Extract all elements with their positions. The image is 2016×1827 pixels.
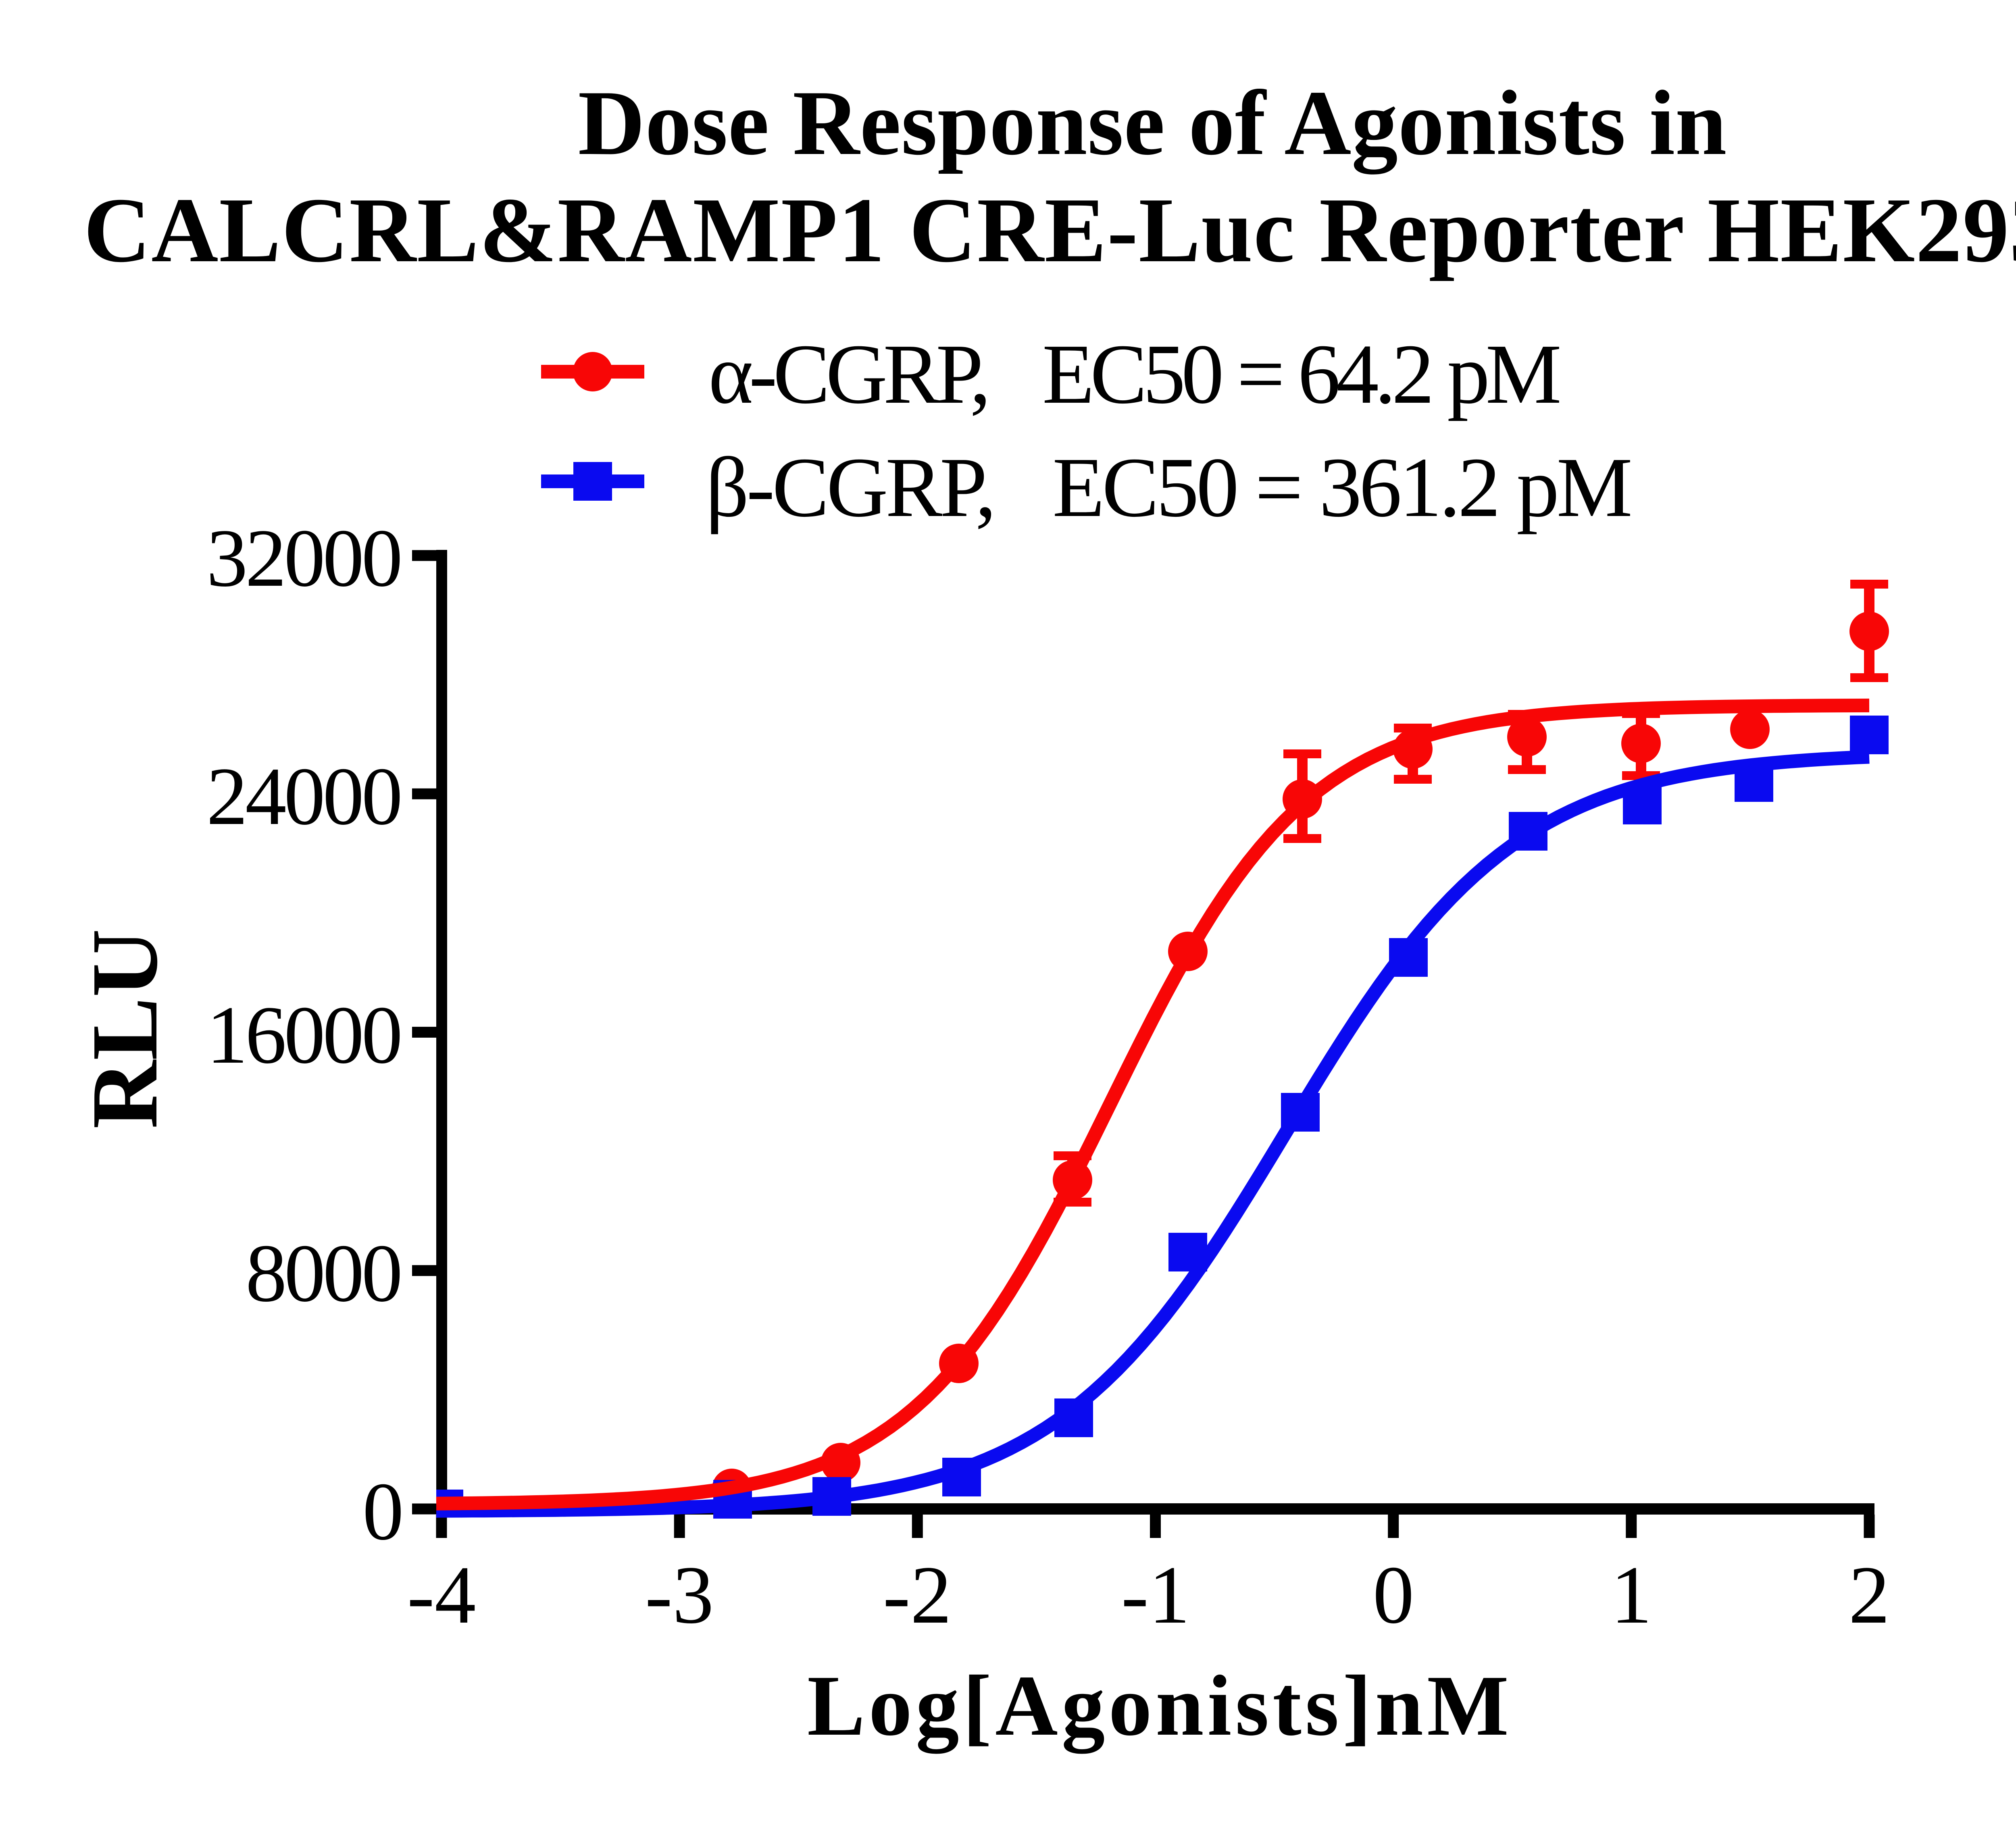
svg-text:-3: -3 — [645, 1549, 714, 1641]
svg-text:16000: 16000 — [206, 989, 403, 1081]
svg-text:-4: -4 — [407, 1549, 476, 1641]
svg-text:RLU: RLU — [72, 929, 177, 1129]
svg-text:8000: 8000 — [246, 1228, 403, 1319]
svg-text:-1: -1 — [1121, 1549, 1190, 1641]
svg-text:CALCRL&RAMP1 CRE-Luc Reporter: CALCRL&RAMP1 CRE-Luc Reporter HEK293(C1) — [84, 179, 2016, 281]
svg-text:0: 0 — [362, 1466, 404, 1557]
svg-text:2: 2 — [1849, 1549, 1890, 1641]
svg-text:Log[Agonists]nM: Log[Agonists]nM — [807, 1657, 1509, 1754]
svg-text:-2: -2 — [883, 1549, 952, 1641]
svg-text:0: 0 — [1373, 1549, 1414, 1641]
svg-text:Dose Response of Agonists in: Dose Response of Agonists in — [578, 71, 1727, 175]
svg-text:24000: 24000 — [206, 751, 403, 842]
svg-text:32000: 32000 — [206, 512, 403, 604]
svg-text:β-CGRP, EC50 = 361.2 pM: β-CGRP, EC50 = 361.2 pM — [706, 440, 1633, 535]
svg-text:1: 1 — [1611, 1549, 1652, 1641]
svg-text:α-CGRP, EC50 = 64.2 pM: α-CGRP, EC50 = 64.2 pM — [708, 327, 1562, 421]
